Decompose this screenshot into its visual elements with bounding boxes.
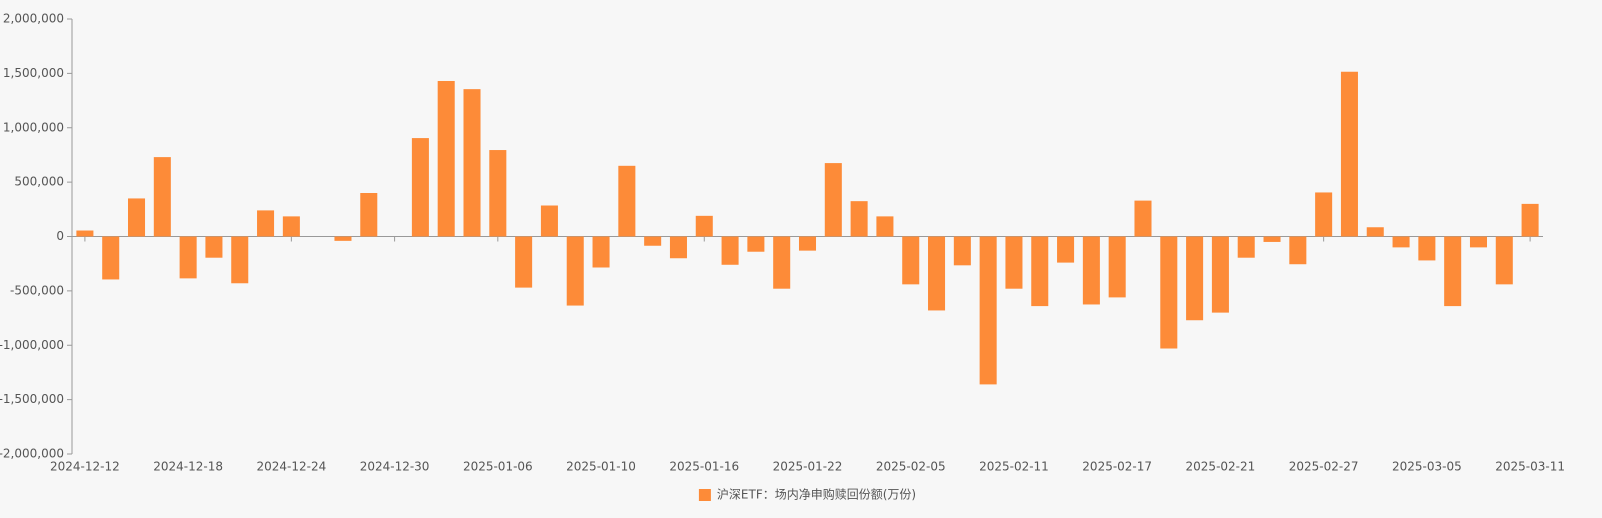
bar — [1237, 236, 1255, 258]
bar — [102, 236, 120, 280]
y-tick-label: 1,500,000 — [3, 66, 64, 80]
bar — [798, 236, 817, 251]
bar — [721, 236, 739, 265]
y-tick-label: -500,000 — [10, 283, 64, 297]
bar — [1315, 192, 1333, 237]
legend-swatch — [698, 489, 711, 501]
bar — [540, 205, 558, 237]
bar — [411, 138, 429, 237]
bar — [179, 236, 197, 279]
bar — [205, 236, 223, 258]
x-tick-label: 2025-01-16 — [669, 460, 739, 474]
bar — [979, 236, 997, 385]
bar — [334, 236, 352, 241]
x-tick-label: 2024-12-30 — [360, 460, 430, 474]
bar — [128, 198, 146, 237]
bar — [282, 216, 300, 237]
x-tick-label: 2025-02-05 — [876, 460, 946, 474]
x-tick-label: 2025-02-11 — [979, 460, 1049, 474]
bar — [953, 236, 971, 266]
bar — [1444, 236, 1462, 307]
y-tick-label: -1,500,000 — [0, 392, 64, 406]
bar — [76, 230, 94, 237]
bar — [1392, 236, 1410, 248]
y-tick-label: -1,000,000 — [0, 338, 64, 352]
bar — [1031, 236, 1049, 307]
y-tick-label: -2,000,000 — [0, 447, 64, 461]
bar — [1263, 236, 1281, 242]
x-tick-label: 2024-12-12 — [50, 460, 120, 474]
bar — [1289, 236, 1307, 265]
bar — [1186, 236, 1204, 321]
bar — [463, 89, 481, 237]
bar — [592, 236, 610, 268]
x-tick-label: 2024-12-24 — [256, 460, 326, 474]
y-tick-label: 2,000,000 — [3, 12, 64, 26]
bar — [824, 163, 842, 237]
bar — [850, 201, 868, 237]
legend-label: 沪深ETF：场内净申购赎回份额(万份) — [717, 487, 916, 502]
bar — [1495, 236, 1513, 285]
bar — [1340, 71, 1358, 237]
bar — [1108, 236, 1126, 298]
bar — [153, 157, 171, 237]
bar — [1134, 200, 1152, 237]
x-tick-label: 2025-01-10 — [566, 460, 636, 474]
y-tick-label: 1,000,000 — [3, 120, 64, 134]
bar — [644, 236, 662, 246]
bar — [437, 80, 455, 237]
bar — [1469, 236, 1487, 248]
x-tick-label: 2025-02-21 — [1186, 460, 1256, 474]
bar — [876, 216, 894, 237]
bar — [1160, 236, 1178, 349]
bar — [1005, 236, 1023, 289]
bar — [360, 193, 378, 237]
x-tick-label: 2025-01-22 — [773, 460, 843, 474]
bar — [1211, 236, 1229, 313]
y-tick-label: 0 — [56, 229, 64, 243]
bar — [928, 236, 946, 311]
y-tick-label: 500,000 — [14, 175, 64, 189]
bar — [1418, 236, 1436, 261]
bar — [231, 236, 249, 284]
x-tick-label: 2025-03-11 — [1495, 460, 1565, 474]
x-tick-label: 2025-01-06 — [463, 460, 533, 474]
bar — [1366, 227, 1384, 237]
bar — [773, 236, 791, 289]
bar — [566, 236, 584, 306]
bar — [1082, 236, 1100, 305]
bar — [1521, 203, 1539, 237]
bar — [669, 236, 687, 259]
bar — [257, 210, 275, 237]
bar — [747, 236, 765, 252]
bar — [1057, 236, 1075, 263]
x-tick-label: 2025-03-05 — [1392, 460, 1462, 474]
bar — [618, 165, 636, 237]
bar — [515, 236, 533, 288]
x-tick-label: 2024-12-18 — [153, 460, 223, 474]
bar — [902, 236, 920, 285]
x-tick-label: 2025-02-27 — [1289, 460, 1359, 474]
bar — [489, 150, 507, 237]
bar — [695, 215, 713, 237]
x-tick-label: 2025-02-17 — [1082, 460, 1152, 474]
